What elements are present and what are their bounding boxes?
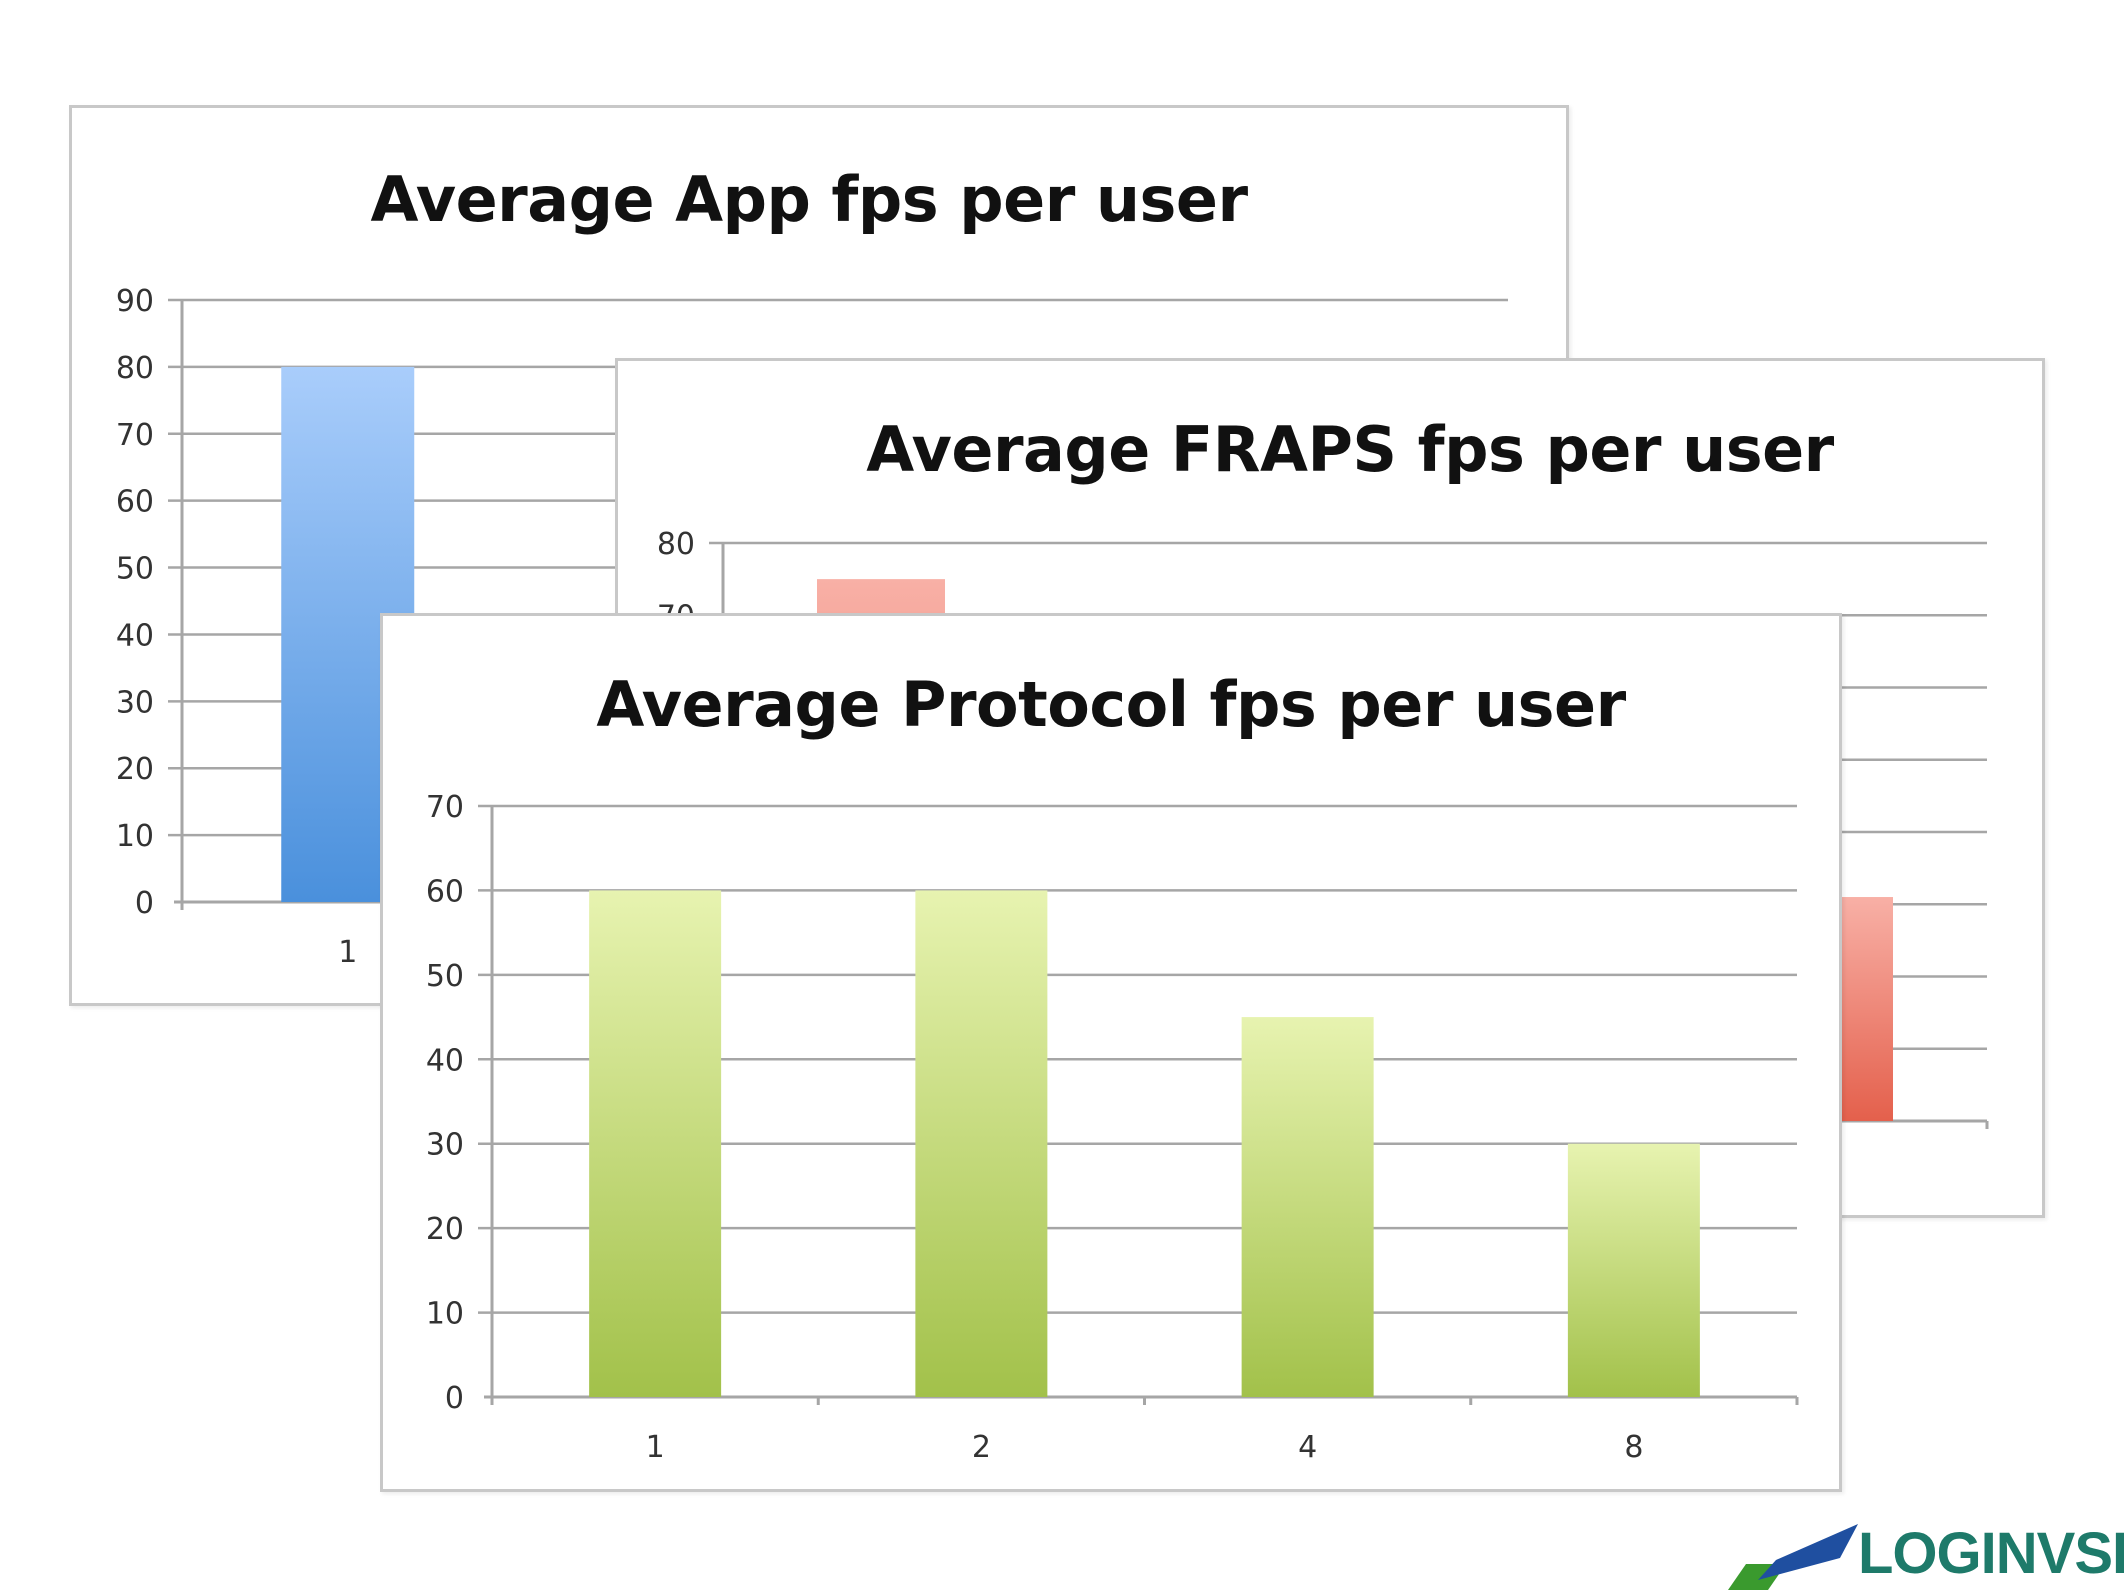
x-tick-label: 2 (972, 1430, 991, 1465)
y-tick-label: 50 (426, 959, 464, 994)
bar (1567, 1143, 1700, 1397)
y-tick-label: 70 (426, 790, 464, 825)
y-tick-label: 80 (116, 351, 154, 386)
logo-text: LOGINVSI (1858, 1521, 2124, 1586)
chart-protocol-fps: Average Protocol fps per user 0 10 20 30 40 5… (380, 613, 1842, 1492)
bar (915, 890, 1048, 1397)
y-tick-label: 20 (426, 1212, 464, 1247)
chart-title: Average App fps per user (370, 163, 1248, 236)
y-tick-label: 30 (116, 685, 154, 720)
x-tick-label: 1 (646, 1430, 665, 1465)
y-tick-label: 40 (426, 1043, 464, 1078)
x-tick-label: 1 (338, 935, 357, 970)
y-tick-label: 60 (426, 874, 464, 909)
y-tick-label: 60 (116, 485, 154, 520)
y-tick-label: 40 (116, 618, 154, 653)
y-tick-label: 90 (116, 284, 154, 319)
logo-mark-icon (1728, 1524, 1858, 1590)
y-tick-label: 70 (116, 418, 154, 453)
y-tick-label: 10 (426, 1297, 464, 1332)
bar (589, 890, 722, 1397)
y-tick-label: 30 (426, 1128, 464, 1163)
y-tick-label: 50 (116, 552, 154, 587)
y-tick-label: 0 (445, 1381, 464, 1416)
bar (1241, 1017, 1374, 1397)
chart-plot-area: 0 10 20 30 40 50 60 70 1 2 4 8 (426, 790, 1799, 1465)
y-tick-label: 10 (116, 819, 154, 854)
x-tick-label: 8 (1624, 1430, 1643, 1465)
chart-title: Average FRAPS fps per user (866, 413, 1834, 486)
loginvsi-logo: LOGINVSI (1728, 1516, 2124, 1592)
x-tick-label: 4 (1298, 1430, 1317, 1465)
y-tick-label: 20 (116, 752, 154, 787)
chart-title: Average Protocol fps per user (596, 668, 1626, 741)
y-tick-label: 0 (135, 886, 154, 921)
y-tick-label: 80 (657, 527, 695, 562)
